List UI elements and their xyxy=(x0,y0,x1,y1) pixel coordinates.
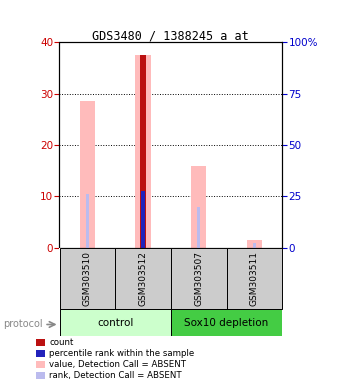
Bar xyxy=(36,372,45,379)
Bar xyxy=(191,166,206,248)
Bar xyxy=(171,309,282,336)
Bar xyxy=(141,191,145,248)
Text: GDS3480 / 1388245_a_at: GDS3480 / 1388245_a_at xyxy=(91,29,249,42)
Text: GSM303511: GSM303511 xyxy=(250,251,259,306)
Bar xyxy=(135,55,151,248)
Text: count: count xyxy=(49,338,74,348)
Bar xyxy=(36,361,45,368)
Text: rank, Detection Call = ABSENT: rank, Detection Call = ABSENT xyxy=(49,371,182,380)
Bar xyxy=(86,194,89,248)
Text: percentile rank within the sample: percentile rank within the sample xyxy=(49,349,194,358)
Bar xyxy=(140,55,146,248)
Bar xyxy=(141,191,145,248)
Bar xyxy=(59,248,115,309)
Text: GSM303510: GSM303510 xyxy=(83,251,92,306)
Bar xyxy=(226,248,282,309)
Text: value, Detection Call = ABSENT: value, Detection Call = ABSENT xyxy=(49,360,186,369)
Bar xyxy=(246,240,262,248)
Bar xyxy=(36,339,45,346)
Bar xyxy=(197,207,200,248)
Bar xyxy=(59,309,171,336)
Text: Sox10 depletion: Sox10 depletion xyxy=(184,318,269,328)
Bar xyxy=(171,248,226,309)
Bar xyxy=(36,350,45,357)
Bar xyxy=(115,248,171,309)
Bar xyxy=(253,243,256,248)
Text: GSM303507: GSM303507 xyxy=(194,251,203,306)
Text: control: control xyxy=(97,318,133,328)
Text: GSM303512: GSM303512 xyxy=(138,251,148,306)
Text: protocol: protocol xyxy=(3,319,43,329)
Bar xyxy=(80,101,95,248)
